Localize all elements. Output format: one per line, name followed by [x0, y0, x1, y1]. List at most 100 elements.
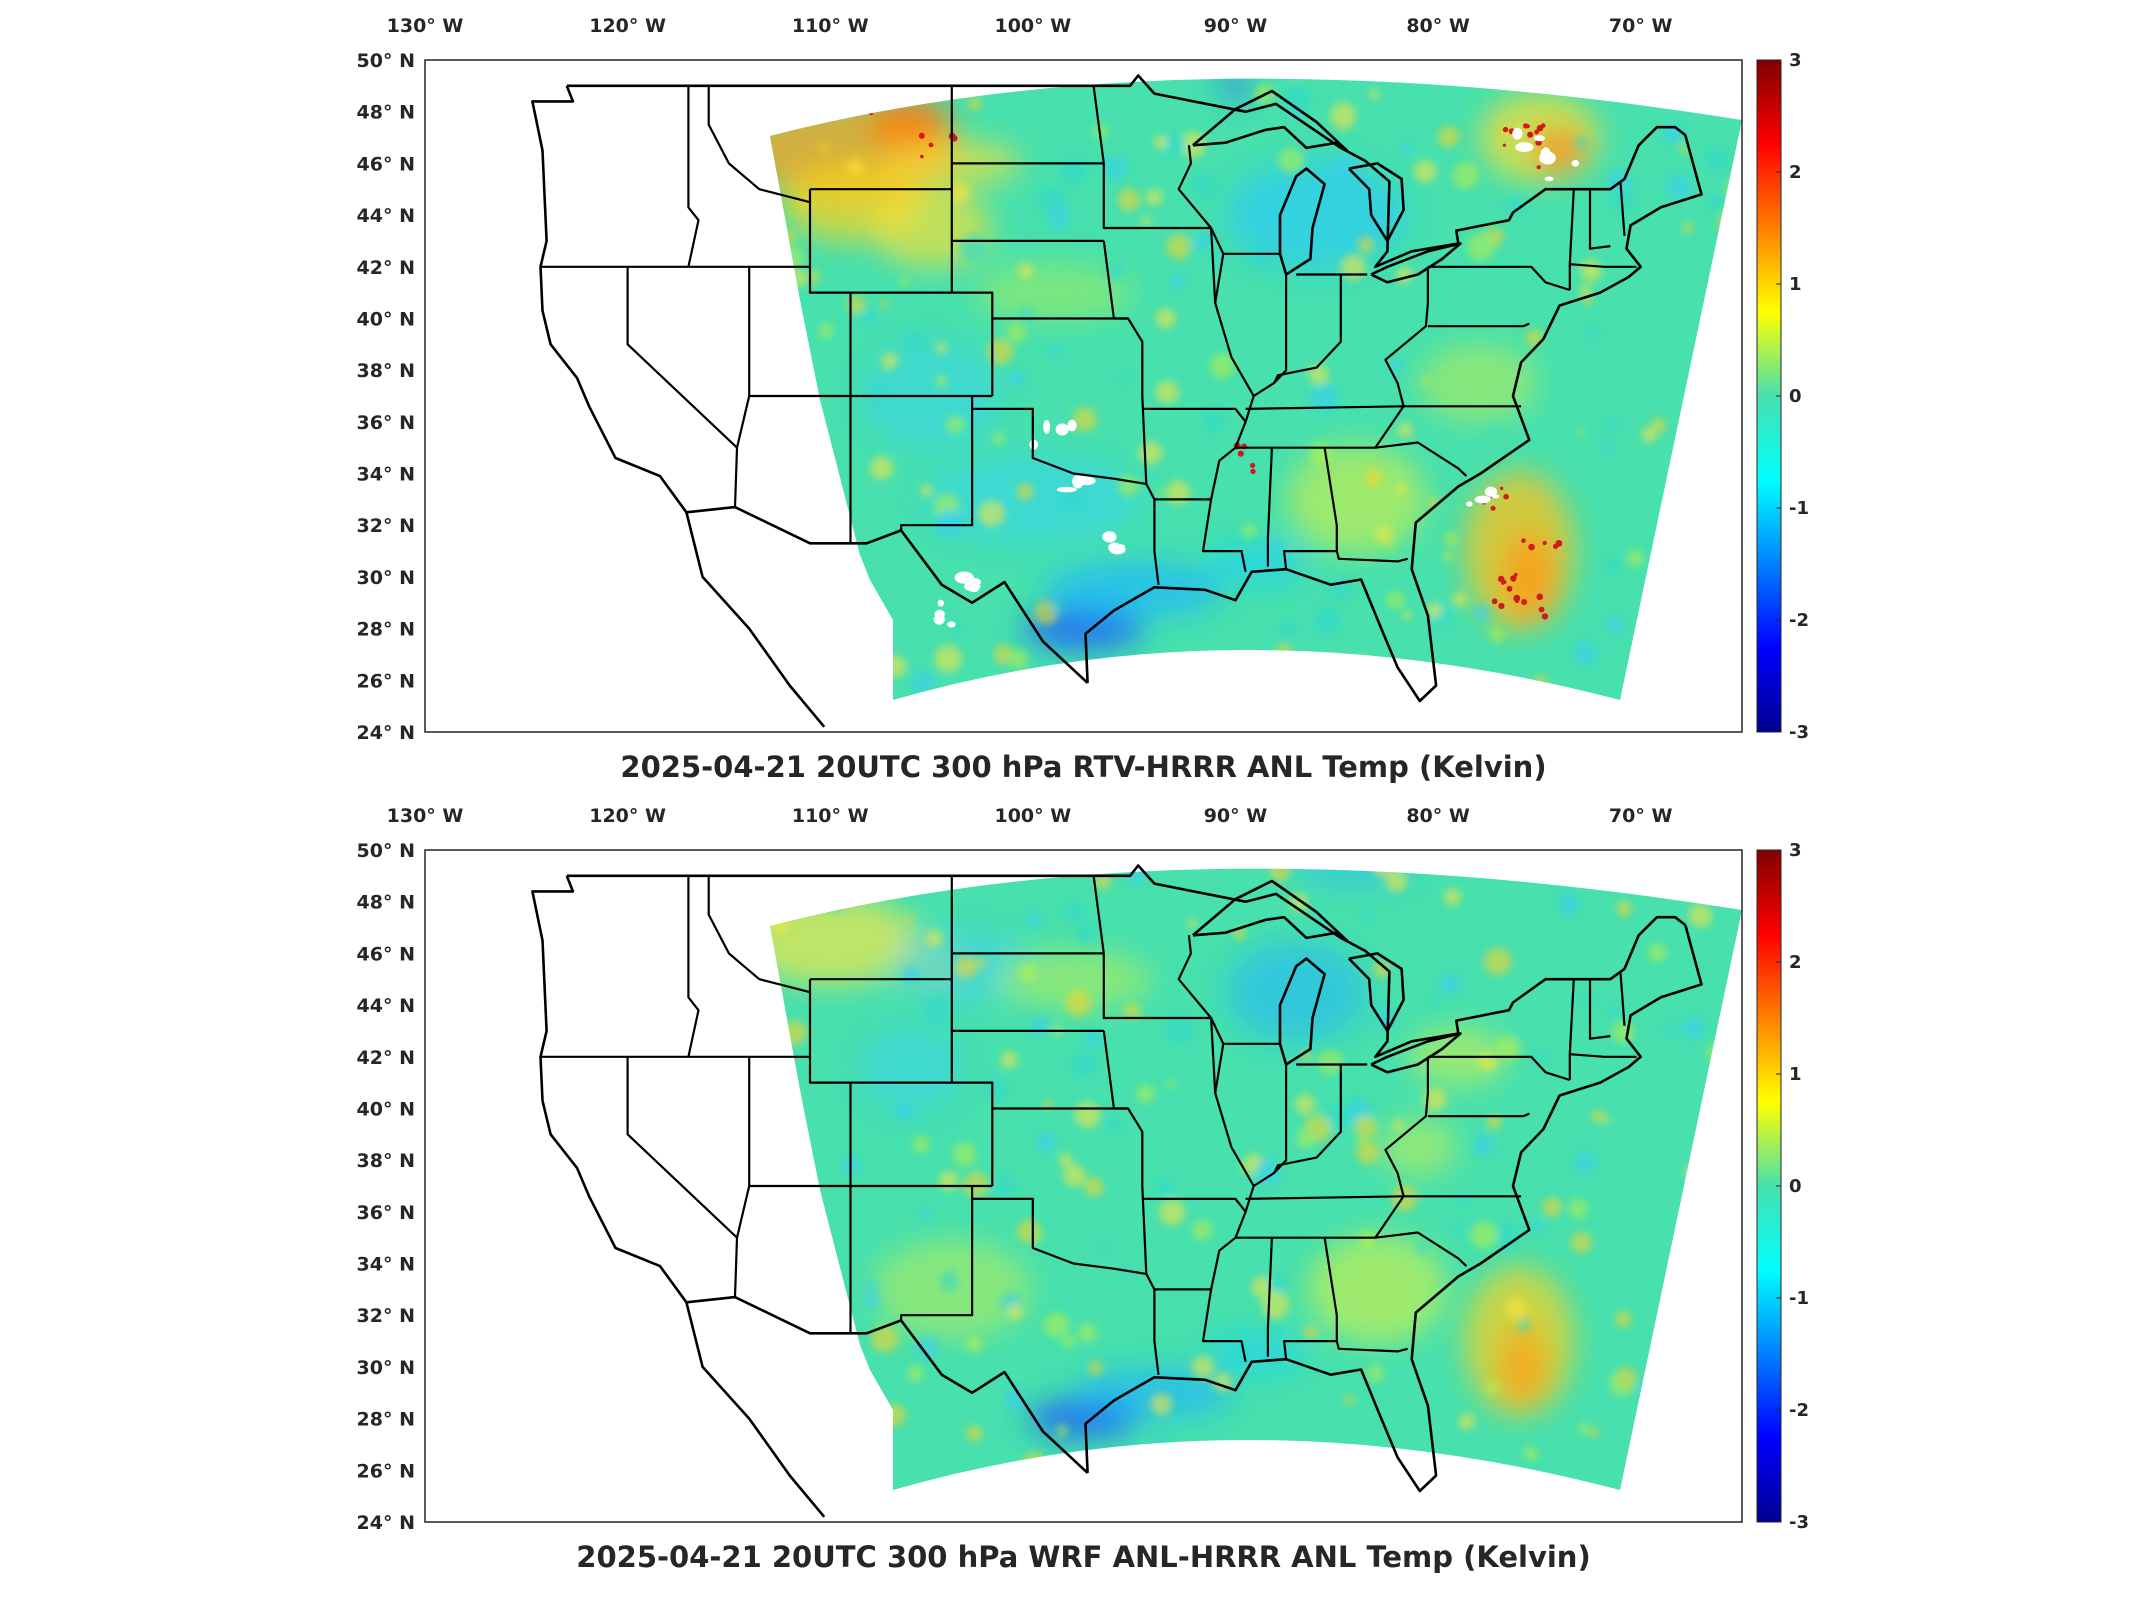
- great-lake-shore: [1192, 879, 1349, 942]
- missing-data: [937, 599, 944, 607]
- anomaly-speck: [1499, 486, 1504, 490]
- state-border: [1588, 979, 1611, 1040]
- state-border: [1619, 971, 1626, 1026]
- anomaly-region: [1287, 444, 1428, 555]
- anomaly-speck: [1491, 598, 1498, 605]
- state-border: [1384, 1056, 1429, 1197]
- latitude-tick-label: 50° N: [357, 50, 415, 72]
- anomaly-speck: [1534, 129, 1539, 135]
- map-figure: 130° W 120° W 110° W 100° W 90° W 80° W 70° W 5…: [357, 805, 1809, 1574]
- state-border: [1427, 322, 1530, 328]
- canada-border: [566, 864, 1687, 1059]
- latitude-tick-label: 44° N: [357, 995, 415, 1017]
- latitude-tick-label: 42° N: [357, 1047, 415, 1069]
- longitude-tick-label: 130° W: [387, 15, 464, 37]
- great-lake-shore: [1347, 952, 1405, 1033]
- missing-data: [1466, 501, 1473, 507]
- colorbar-tick-label: 2: [1789, 162, 1802, 183]
- state-border: [1273, 1064, 1342, 1174]
- anomaly-speck: [1514, 598, 1520, 604]
- state-border: [972, 407, 1147, 485]
- longitude-tick-label: 100° W: [994, 15, 1071, 37]
- latitude-tick-label: 36° N: [357, 1202, 415, 1224]
- state-border: [1266, 447, 1273, 567]
- state-border: [1142, 407, 1247, 423]
- missing-data: [1055, 423, 1069, 436]
- state-border: [1427, 1055, 1571, 1082]
- anomaly-speck: [928, 142, 934, 148]
- coastline: [685, 1301, 826, 1518]
- latitude-tick-label: 32° N: [357, 1305, 415, 1327]
- great-lake-shore: [1278, 957, 1326, 1066]
- state-border: [1384, 266, 1429, 407]
- boundaries: [531, 864, 1703, 1518]
- latitude-tick-label: 34° N: [357, 464, 415, 486]
- latitude-tick-label: 30° N: [357, 567, 415, 589]
- anomaly-region: [1418, 343, 1539, 424]
- state-border: [900, 1186, 974, 1321]
- longitude-tick-label: 120° W: [589, 15, 666, 37]
- anomaly-region: [1498, 1326, 1549, 1407]
- colorbar-tick-label: -1: [1789, 498, 1809, 519]
- anomaly-speck: [1538, 606, 1545, 613]
- map-figure: 130° W 120° W 110° W 100° W 90° W 80° W 70° W 5…: [357, 15, 1809, 784]
- state-border: [1266, 1237, 1273, 1357]
- latitude-tick-label: 46° N: [357, 153, 415, 175]
- state-border: [626, 266, 738, 449]
- latitude-tick-label: 44° N: [357, 205, 415, 227]
- anomaly-speck: [1544, 614, 1549, 618]
- state-border: [1335, 550, 1408, 563]
- anomaly-speck: [920, 154, 924, 159]
- panel-title: 2025-04-21 20UTC 300 hPa WRF ANL-HRRR AN…: [576, 1540, 1590, 1574]
- missing-data: [1056, 486, 1077, 493]
- great-lake-shore: [1278, 167, 1326, 276]
- state-border: [1253, 274, 1288, 397]
- state-border: [733, 1185, 751, 1298]
- anomaly-speck: [1521, 599, 1528, 605]
- state-border: [900, 396, 974, 531]
- latitude-tick-label: 24° N: [357, 722, 415, 744]
- colorbar-tick-label: -2: [1789, 610, 1809, 631]
- state-border: [1177, 145, 1212, 229]
- latitude-tick-label: 38° N: [357, 360, 415, 382]
- anomaly-speck: [1542, 540, 1547, 546]
- colorbar-tick-label: 0: [1789, 1176, 1802, 1197]
- anomaly-speck: [1525, 124, 1530, 129]
- anomaly-speck: [1521, 538, 1526, 543]
- anomaly-speck: [1510, 575, 1517, 582]
- colorbar-tick-label: -2: [1789, 1400, 1809, 1421]
- latitude-tick-label: 34° N: [357, 1254, 415, 1276]
- anomaly-speck: [1553, 543, 1559, 550]
- colorbar-tick-label: 1: [1789, 274, 1802, 295]
- longitude-tick-label: 80° W: [1406, 15, 1470, 37]
- coastline: [1084, 134, 1703, 703]
- state-border: [1154, 1288, 1247, 1363]
- colorbar-tick-label: 0: [1789, 386, 1802, 407]
- colorbar-tick-label: -3: [1789, 722, 1809, 743]
- missing-data: [934, 609, 945, 619]
- map-panel-rtv-hrrr: 130° W 120° W 110° W 100° W 90° W 80° W 70° W 5…: [0, 0, 2133, 790]
- state-border: [1245, 1195, 1404, 1200]
- latitude-tick-label: 40° N: [357, 1098, 415, 1120]
- canada-border: [566, 74, 1687, 269]
- temperature-difference-field: [770, 78, 1742, 701]
- latitude-tick-label: 28° N: [357, 1409, 415, 1431]
- state-border: [808, 189, 994, 396]
- latitude-tick-label: 32° N: [357, 515, 415, 537]
- latitude-tick-label: 50° N: [357, 840, 415, 862]
- anomaly-region: [861, 1024, 962, 1115]
- longitude-tick-label: 110° W: [792, 805, 869, 827]
- state-border: [707, 85, 811, 204]
- coastline: [685, 511, 826, 728]
- missing-data: [1512, 127, 1523, 140]
- state-border: [733, 395, 751, 508]
- missing-data: [1540, 147, 1551, 160]
- state-border: [1245, 405, 1404, 410]
- anomaly-region: [1377, 1117, 1458, 1178]
- state-border: [707, 875, 811, 994]
- anomaly-region: [1307, 1234, 1448, 1345]
- latitude-tick-label: 30° N: [357, 1357, 415, 1379]
- anomaly-region: [1205, 1336, 1306, 1372]
- coastline: [531, 875, 1089, 1474]
- boundaries: [531, 74, 1703, 728]
